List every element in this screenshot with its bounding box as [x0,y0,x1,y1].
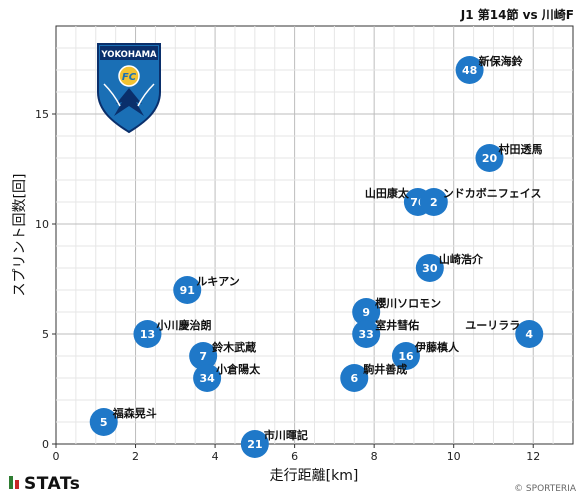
copyright: © SPORTERIA [514,484,577,494]
point-name-label: ルキアン [196,275,240,288]
x-tick-label: 6 [291,450,298,463]
point-number-label: 16 [398,350,414,363]
y-axis-ticks: 0 5 10 15 [35,108,56,451]
point-marker [515,320,544,348]
point-name-label: 山田康太 [365,186,410,200]
point-name-label: 小川慶治朗 [155,318,211,332]
y-tick-label: 10 [35,218,49,231]
y-tick-label: 0 [42,438,49,451]
point-marker [133,320,162,348]
point-number-label: 7 [199,350,207,363]
point-marker [189,342,218,370]
point-name-label: 小倉陽太 [215,362,261,376]
point-marker [419,188,448,216]
player-point: 4 ユーリララ [465,319,544,348]
point-number-label: 20 [482,152,498,165]
player-point: 2 ンドカボニフェイス [419,186,542,216]
logo-badge: FC [122,72,137,83]
x-axis-title: 走行距離[km] [270,467,359,484]
point-name-label: 鈴木武蔵 [212,340,256,354]
x-axis-ticks: 0 2 4 6 8 10 12 [53,444,540,463]
point-name-label: 新保海鈴 [479,54,524,68]
x-tick-label: 12 [526,450,540,463]
point-marker [173,276,202,304]
x-tick-label: 10 [447,450,461,463]
point-marker [475,144,504,172]
point-marker [193,364,222,392]
brand-name: STATs [24,474,80,494]
point-name-label: 櫻川ソロモン [374,296,441,310]
brand-bar-icon [9,476,13,489]
point-name-label: 室井彗佑 [375,318,419,332]
point-name-label: ンドカボニフェイス [443,186,542,200]
player-point: 6 駒井善成 [340,362,407,392]
point-marker [89,408,118,436]
y-tick-label: 15 [35,108,49,121]
player-point: 7 鈴木武蔵 [189,340,256,370]
x-tick-label: 4 [212,450,219,463]
point-number-label: 21 [247,438,262,451]
point-number-label: 34 [199,372,215,385]
point-name-label: 伊藤槙人 [414,340,460,354]
point-name-label: 山崎浩介 [439,252,484,266]
player-point: 9 櫻川ソロモン [352,296,441,326]
point-name-label: ユーリララ [465,319,520,332]
point-number-label: 48 [462,64,477,77]
match-title: J1 第14節 vs 川崎F [460,7,574,22]
point-marker [391,342,420,370]
y-axis-title: スプリント回数[回] [12,174,28,297]
player-point: 5 福森晃斗 [89,406,157,436]
point-number-label: 30 [422,262,438,275]
point-name-label: 市川暉記 [264,428,308,442]
y-tick-label: 5 [42,328,49,341]
point-number-label: 33 [359,328,374,341]
point-marker [352,320,381,348]
stats-brand-logo: STATs [9,474,80,494]
brand-bar-icon [15,480,19,489]
point-number-label: 91 [180,284,195,297]
point-number-label: 2 [430,196,438,209]
team-logo-icon: YOKOHAMA FC [97,43,161,134]
logo-text: YOKOHAMA [100,50,157,60]
x-tick-label: 0 [53,450,60,463]
point-name-label: 村田透馬 [498,142,542,156]
point-number-label: 13 [140,328,155,341]
point-number-label: 6 [350,372,358,385]
point-marker [352,298,381,326]
point-number-label: 9 [362,306,370,319]
x-tick-label: 8 [371,450,378,463]
point-number-label: 4 [525,328,533,341]
point-name-label: 駒井善成 [363,362,407,376]
point-marker [340,364,369,392]
point-marker [240,430,269,458]
point-marker [415,254,444,282]
point-name-label: 福森晃斗 [112,406,157,420]
point-marker [455,56,484,84]
x-tick-label: 2 [132,450,139,463]
point-number-label: 5 [100,416,108,429]
